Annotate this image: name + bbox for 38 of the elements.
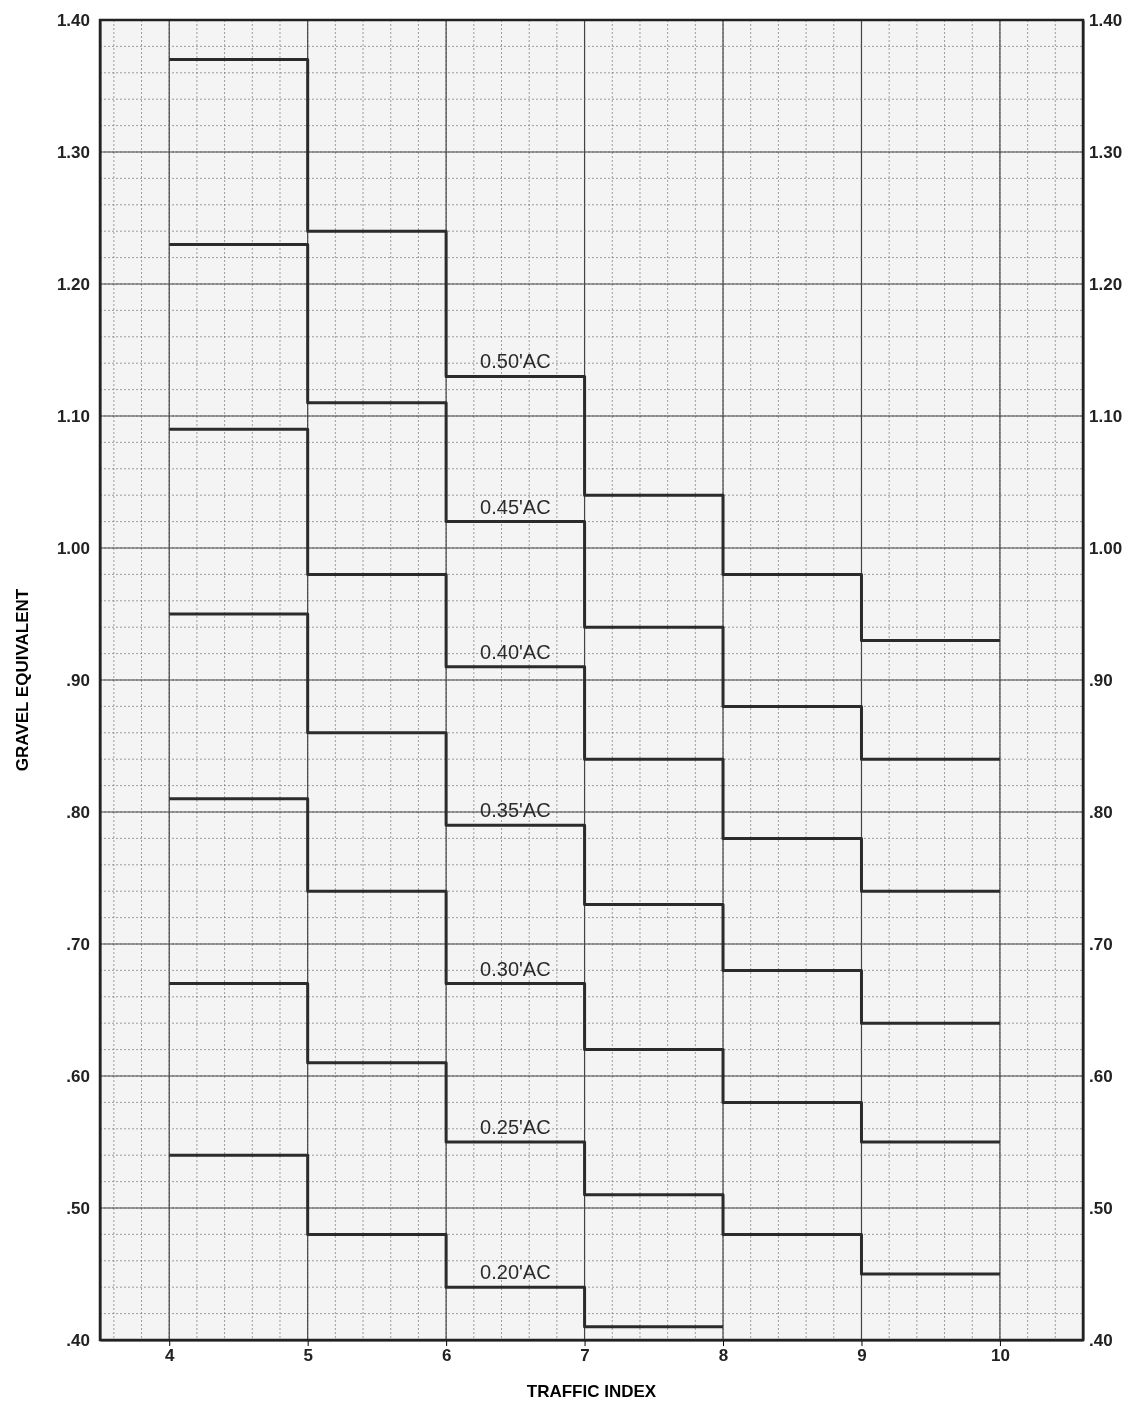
y-tick-label: .80: [66, 802, 90, 822]
y-tick-label: 1.20: [56, 274, 90, 294]
y-tick-label: .50: [66, 1198, 90, 1218]
y-tick-label: 1.10: [56, 406, 90, 426]
y2-tick-label: .70: [1089, 934, 1113, 954]
y-tick-label: 1.30: [56, 142, 90, 162]
series-label: 0.45'AC: [480, 495, 551, 518]
series-label: 0.25'AC: [480, 1116, 551, 1138]
y-tick-label: .70: [66, 934, 90, 954]
y-tick-label: .60: [66, 1066, 90, 1086]
series-label: 0.40'AC: [480, 640, 551, 663]
y2-tick-label: .50: [1089, 1198, 1113, 1218]
y2-tick-label: .80: [1089, 802, 1113, 822]
y2-tick-label: 1.10: [1089, 406, 1123, 426]
x-tick-label: 6: [441, 1346, 452, 1366]
series-label: 0.50'AC: [480, 350, 551, 373]
y-tick-label: 1.00: [56, 538, 90, 558]
y2-tick-label: 1.20: [1089, 274, 1123, 294]
y2-tick-label: .60: [1089, 1066, 1113, 1086]
x-tick-label: 4: [164, 1346, 175, 1366]
y2-tick-label: 1.30: [1089, 142, 1123, 162]
y-tick-label: 1.40: [56, 10, 90, 30]
y2-tick-label: .40: [1089, 1330, 1113, 1350]
x-tick-label: 10: [990, 1346, 1010, 1366]
y2-tick-label: 1.40: [1089, 10, 1123, 30]
y-axis-title: GRAVEL EQUIVALENT: [13, 588, 32, 772]
y-tick-label: .90: [66, 670, 90, 690]
y2-tick-label: .90: [1089, 670, 1113, 690]
x-axis-title: TRAFFIC INDEX: [526, 1382, 657, 1401]
series-label: 0.20'AC: [480, 1261, 551, 1284]
y-tick-label: .40: [66, 1330, 90, 1350]
y2-tick-label: 1.00: [1089, 538, 1123, 558]
series-label: 0.30'AC: [480, 957, 551, 980]
x-tick-label: 9: [857, 1346, 867, 1366]
series-label: 0.35'AC: [480, 799, 551, 822]
x-tick-label: 7: [580, 1346, 590, 1366]
x-tick-label: 8: [718, 1346, 729, 1366]
x-tick-label: 5: [303, 1346, 313, 1366]
